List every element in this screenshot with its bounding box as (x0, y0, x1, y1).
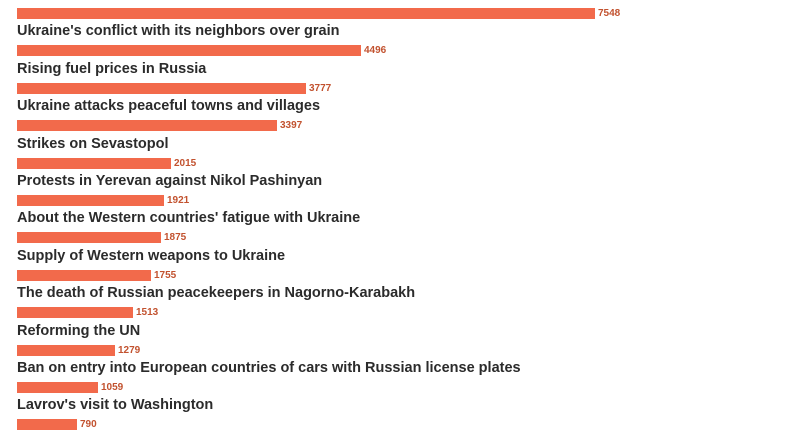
value-label: 1279 (118, 344, 141, 356)
bar (17, 120, 277, 132)
bar (17, 419, 77, 430)
category-label: Ukraine's failures on the battlefield (17, 0, 257, 3)
value-label: 3777 (309, 82, 332, 94)
category-label: Lavrov's visit to Washington (17, 397, 214, 414)
bar (17, 195, 164, 206)
value-label: 1059 (101, 382, 124, 393)
category-label: Protests in Yerevan against Nikol Pashin… (17, 173, 323, 189)
category-label: Strikes on Sevastopol (17, 135, 169, 152)
category-label: Supply of Western weapons to Ukraine (17, 247, 286, 264)
bar (17, 344, 115, 356)
value-label: 790 (80, 419, 97, 430)
category-label: Rising fuel prices in Russia (17, 60, 207, 77)
bar (17, 8, 595, 19)
category-label: Ukraine attacks peaceful towns and villa… (17, 98, 321, 115)
bar (17, 382, 98, 393)
value-label: 1513 (136, 307, 159, 319)
bar (17, 269, 151, 281)
value-label: 3397 (280, 120, 303, 132)
value-label: 2015 (174, 157, 197, 169)
category-label: Ukraine's conflict with its neighbors ov… (17, 23, 340, 40)
category-label: Ban on entry into European countries of … (17, 360, 521, 376)
bar (17, 45, 361, 57)
value-label: 7548 (598, 8, 621, 19)
bar (17, 307, 133, 319)
category-label: Reforming the UN (17, 322, 141, 339)
category-label: The death of Russian peacekeepers in Nag… (17, 285, 416, 302)
bar (17, 232, 161, 244)
value-label: 1921 (167, 195, 190, 206)
bar (17, 82, 306, 94)
bar (17, 157, 171, 169)
value-label: 4496 (364, 45, 387, 57)
value-label: 1875 (164, 232, 187, 244)
category-label: About the Western countries' fatigue wit… (17, 210, 361, 227)
value-label: 1755 (154, 269, 177, 281)
horizontal-bar-chart: Ukraine's failures on the battlefield 754… (17, 0, 621, 430)
